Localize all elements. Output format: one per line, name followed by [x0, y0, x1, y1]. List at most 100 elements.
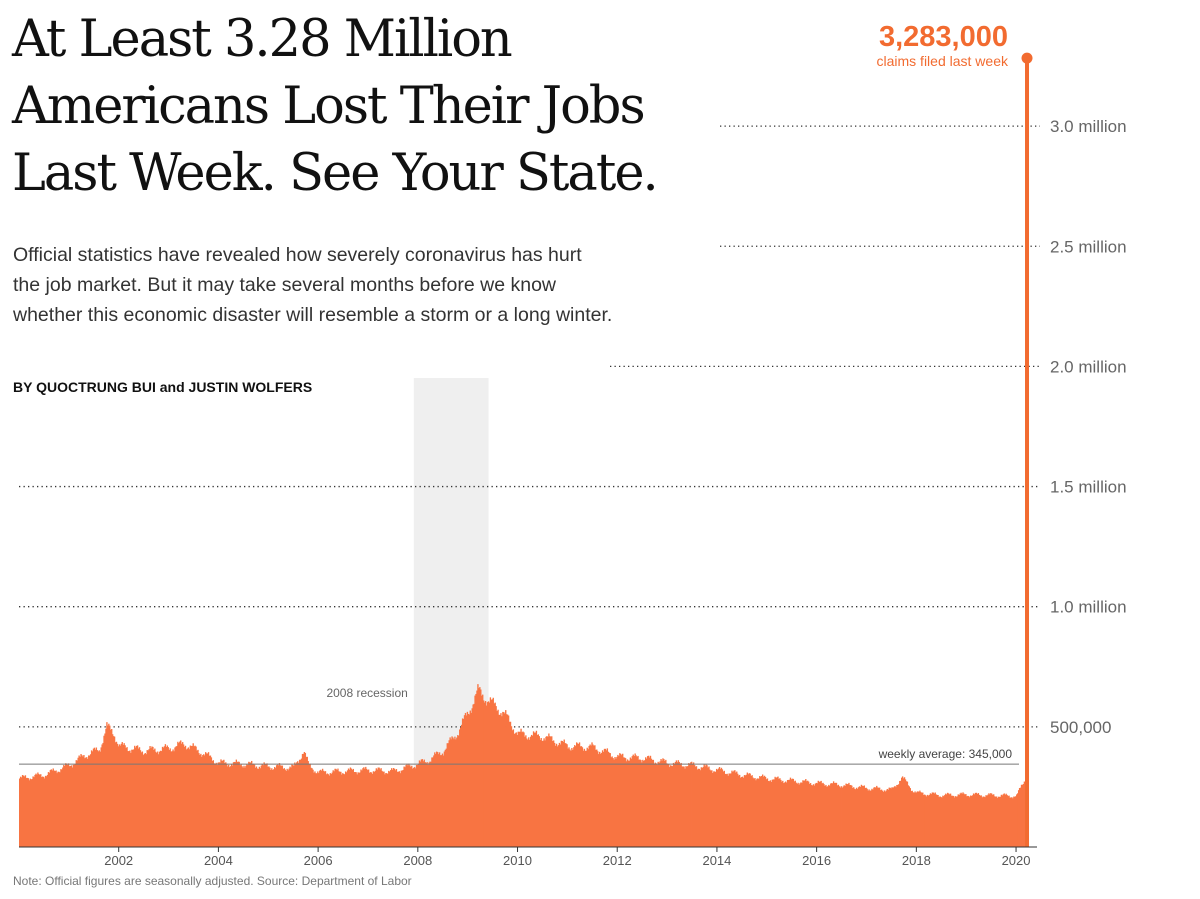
weekly-claims-bar: [603, 748, 606, 847]
weekly-claims-bar: [456, 737, 458, 847]
weekly-claims-bar: [54, 771, 56, 847]
weekly-claims-bar: [579, 746, 582, 847]
weekly-claims-bar: [796, 783, 798, 847]
weekly-claims-bar: [227, 766, 229, 847]
weekly-claims-bar: [95, 747, 98, 847]
weekly-claims-bar: [485, 705, 488, 847]
weekly-claims-bar: [362, 768, 364, 847]
weekly-claims-bar: [76, 760, 78, 847]
weekly-claims-bar: [549, 736, 551, 847]
weekly-claims-bar: [623, 757, 626, 847]
weekly-claims-bar: [114, 742, 117, 847]
weekly-claims-bar: [78, 755, 80, 847]
weekly-claims-bar: [671, 766, 674, 847]
weekly-claims-bar: [571, 747, 573, 847]
weekly-claims-bar: [740, 777, 743, 847]
weekly-claims-bar: [458, 735, 460, 847]
weekly-claims-bar: [597, 751, 599, 847]
weekly-claims-bar: [548, 733, 550, 847]
weekly-claims-bar: [924, 795, 927, 847]
weekly-claims-bar: [135, 747, 137, 847]
weekly-claims-bar: [331, 772, 333, 847]
y-tick-label: 2.0 million: [1050, 357, 1127, 376]
weekly-claims-bar: [434, 752, 436, 847]
weekly-claims-bar: [613, 759, 615, 847]
weekly-claims-bar: [749, 773, 751, 847]
weekly-claims-bar: [402, 769, 404, 847]
weekly-claims-bar: [754, 778, 756, 847]
weekly-claims-bar: [229, 766, 232, 847]
weekly-claims-bar: [153, 749, 155, 847]
weekly-claims-bar: [481, 695, 483, 847]
weekly-claims-bar: [946, 794, 948, 847]
weekly-claims-bar: [100, 747, 102, 847]
weekly-claims-bar: [71, 767, 74, 847]
weekly-claims-bar: [497, 709, 499, 847]
weekly-claims-bar: [805, 779, 807, 847]
weekly-claims-bar: [638, 759, 640, 847]
weekly-claims-bar: [948, 794, 951, 847]
weekly-claims-bar: [341, 774, 343, 847]
weekly-claims-bar: [854, 788, 856, 847]
weekly-claims-bar: [390, 770, 392, 847]
weekly-claims-bar: [987, 794, 989, 847]
weekly-claims-bar: [533, 732, 536, 847]
weekly-claims-bar: [849, 785, 851, 847]
weekly-claims-bar: [970, 795, 972, 847]
weekly-claims-bar: [772, 779, 774, 847]
weekly-claims-bar: [974, 792, 977, 847]
weekly-claims-bar: [970, 795, 973, 847]
weekly-claims-bar: [764, 776, 767, 847]
weekly-claims-bar: [806, 781, 808, 847]
weekly-claims-bar: [42, 776, 44, 847]
weekly-claims-bar: [35, 773, 37, 847]
weekly-claims-bar: [193, 746, 195, 847]
weekly-claims-bar: [747, 774, 749, 847]
weekly-claims-bar: [237, 761, 239, 847]
weekly-claims-bar: [155, 751, 157, 847]
weekly-claims-bar: [494, 702, 496, 847]
weekly-claims-bar: [698, 768, 701, 847]
weekly-claims-bar: [645, 758, 648, 847]
weekly-claims-bar: [825, 784, 827, 847]
weekly-claims-bar: [484, 701, 487, 847]
weekly-claims-bar: [726, 773, 728, 847]
weekly-claims-bar: [639, 759, 641, 847]
weekly-claims-bar: [414, 768, 417, 847]
weekly-claims-bar: [154, 748, 156, 847]
weekly-claims-bar: [1017, 790, 1020, 847]
weekly-claims-bar: [113, 736, 116, 847]
weekly-claims-bar: [743, 775, 746, 847]
weekly-claims-bar: [335, 768, 337, 847]
weekly-claims-bar: [351, 769, 354, 847]
weekly-claims-bar: [745, 774, 748, 847]
weekly-claims-bar: [872, 789, 874, 847]
weekly-claims-bar: [853, 787, 855, 847]
x-tick-label: 2010: [503, 853, 532, 868]
weekly-claims-bar: [976, 793, 979, 847]
weekly-claims-bar: [219, 762, 221, 847]
weekly-claims-bar: [978, 794, 981, 847]
weekly-claims-bar: [585, 750, 587, 847]
weekly-claims-bar: [167, 747, 169, 847]
weekly-claims-bar: [208, 755, 211, 847]
weekly-claims-bar: [899, 780, 901, 847]
weekly-claims-bar: [250, 762, 252, 847]
weekly-claims-bar: [329, 773, 331, 847]
weekly-claims-bar: [460, 727, 462, 847]
weekly-claims-bar: [82, 756, 84, 847]
weekly-claims-bar: [102, 742, 104, 847]
weekly-claims-bar: [664, 761, 666, 847]
weekly-claims-bar: [760, 776, 762, 847]
weekly-claims-bar: [480, 689, 482, 847]
weekly-claims-bar: [710, 770, 712, 847]
weekly-claims-bar: [176, 746, 178, 847]
weekly-claims-bar: [191, 745, 193, 847]
weekly-average-label: weekly average: 345,000: [878, 747, 1013, 761]
weekly-claims-bar: [330, 774, 332, 847]
weekly-claims-bar: [575, 746, 577, 847]
weekly-claims-bar: [121, 742, 123, 847]
weekly-claims-bar: [56, 773, 58, 847]
weekly-claims-bar: [811, 785, 814, 847]
weekly-claims-bar: [854, 789, 857, 847]
